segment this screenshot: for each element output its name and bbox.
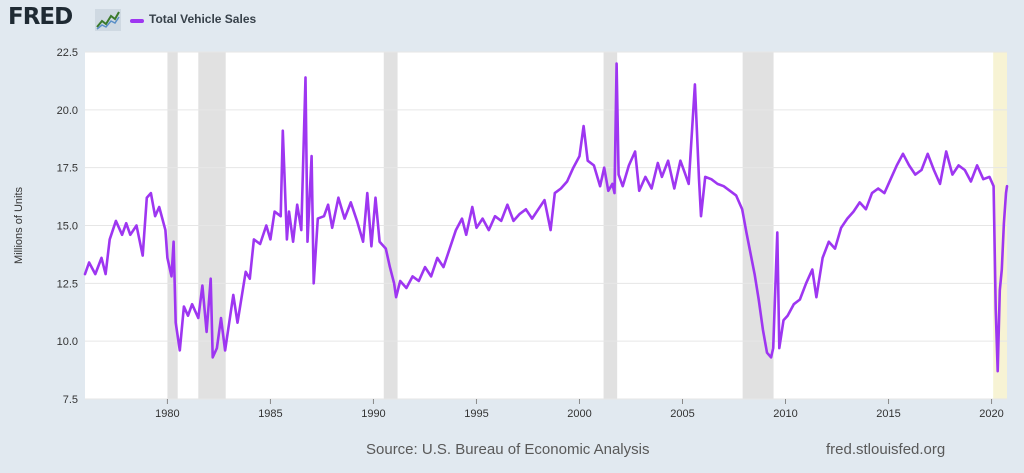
- x-tick-label: 1995: [464, 408, 488, 420]
- x-tick-label: 1985: [258, 408, 282, 420]
- y-tick-label: 17.5: [57, 163, 78, 175]
- x-tick-label: 2010: [773, 408, 797, 420]
- x-tick-label: 1980: [155, 408, 179, 420]
- y-tick-label: 10.0: [57, 336, 78, 348]
- chart-header: FRED Total Vehicle Sales: [0, 0, 1024, 40]
- fred-link[interactable]: fred.stlouisfed.org: [826, 441, 946, 458]
- x-tick-label: 1990: [361, 408, 385, 420]
- x-tick-label: 2000: [567, 408, 591, 420]
- y-axis-label: Millions of Units: [13, 186, 25, 264]
- y-tick-label: 22.5: [57, 47, 78, 59]
- x-tick-label: 2005: [670, 408, 694, 420]
- legend-swatch: [130, 19, 144, 23]
- x-tick-label: 2020: [979, 408, 1003, 420]
- legend-series-label: Total Vehicle Sales: [149, 12, 257, 26]
- x-tick-label: 2015: [876, 408, 900, 420]
- series-line-total-vehicle-sales[interactable]: [83, 62, 1009, 373]
- source-note: Source: U.S. Bureau of Economic Analysis: [366, 441, 650, 458]
- y-tick-label: 12.5: [57, 278, 78, 290]
- y-tick-label: 20.0: [57, 105, 78, 117]
- y-tick-label: 7.5: [63, 394, 78, 406]
- y-tick-label: 15.0: [57, 221, 78, 233]
- fred-logo[interactable]: FRED: [8, 4, 73, 30]
- line-chart-icon: [95, 9, 121, 31]
